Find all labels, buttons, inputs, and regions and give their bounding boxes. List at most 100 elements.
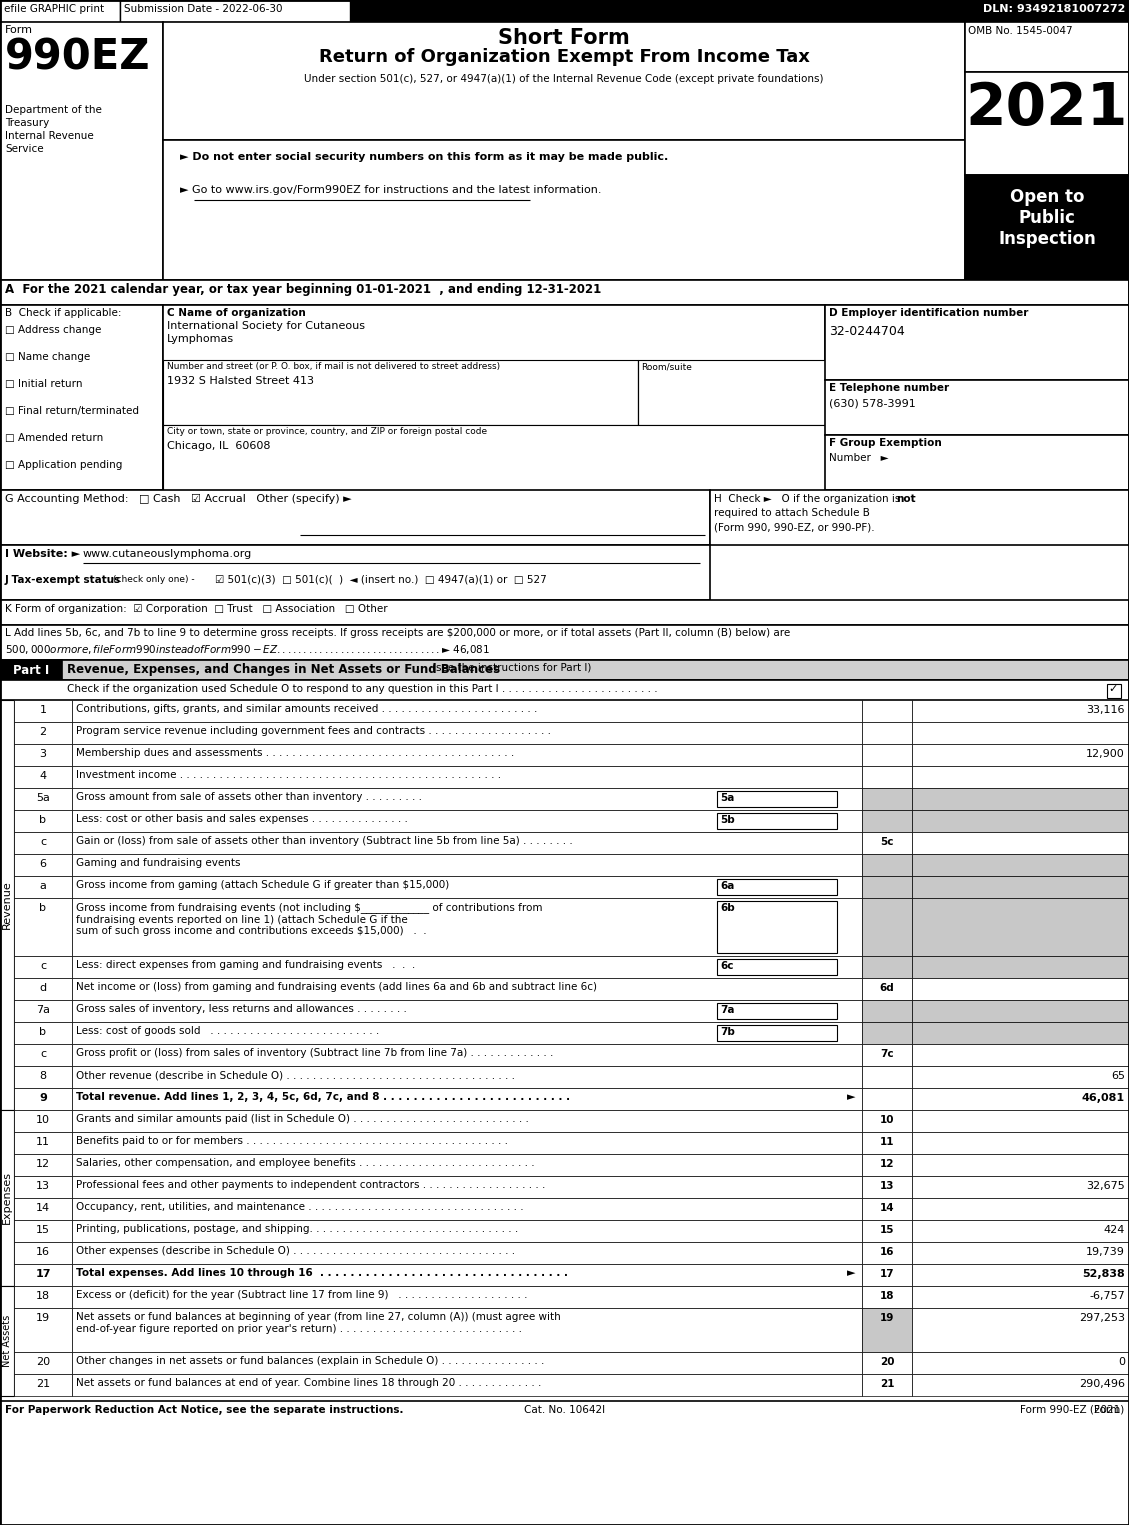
Bar	[825, 305, 1129, 380]
Bar	[14, 1286, 72, 1308]
Text: Gross income from gaming (attach Schedule G if greater than $15,000): Gross income from gaming (attach Schedul…	[76, 880, 449, 891]
Text: Form: Form	[5, 24, 33, 35]
Bar	[72, 854, 863, 875]
Text: (check only one) -: (check only one) -	[113, 575, 194, 584]
Bar	[912, 875, 1129, 898]
Text: Room/suite: Room/suite	[641, 361, 692, 371]
Text: (see the instructions for Part I): (see the instructions for Part I)	[432, 663, 592, 673]
Bar	[912, 1353, 1129, 1374]
Bar	[72, 1374, 863, 1395]
Text: $500,000 or more, file Form 990 instead of Form 990-EZ . . . . . . . . . . . . .: $500,000 or more, file Form 990 instead …	[5, 644, 490, 656]
Bar	[912, 1286, 1129, 1308]
Bar	[912, 1241, 1129, 1264]
Bar	[14, 854, 72, 875]
Text: L Add lines 5b, 6c, and 7b to line 9 to determine gross receipts. If gross recei: L Add lines 5b, 6c, and 7b to line 9 to …	[5, 628, 790, 637]
Bar	[912, 1176, 1129, 1199]
Text: International Society for Cutaneous: International Society for Cutaneous	[167, 320, 365, 331]
Bar	[863, 721, 912, 744]
Bar	[912, 766, 1129, 788]
Bar	[14, 1022, 72, 1045]
Text: □ Application pending: □ Application pending	[5, 461, 122, 470]
Bar	[0, 0, 120, 21]
Bar	[72, 898, 863, 956]
Bar	[0, 281, 1129, 305]
Bar	[72, 978, 863, 1000]
Text: Form 990-EZ (2021): Form 990-EZ (2021)	[1019, 1405, 1124, 1415]
Bar	[72, 1220, 863, 1241]
Text: 11: 11	[879, 1138, 894, 1147]
Text: 14: 14	[879, 1203, 894, 1212]
Bar	[163, 140, 965, 281]
Bar	[0, 700, 14, 1110]
Bar	[72, 833, 863, 854]
Text: 5b: 5b	[720, 814, 735, 825]
Bar	[717, 1003, 837, 1019]
Text: 13: 13	[879, 1180, 894, 1191]
Bar	[912, 854, 1129, 875]
Bar	[72, 1154, 863, 1176]
Bar	[72, 1045, 863, 1066]
Text: 990EZ: 990EZ	[5, 37, 150, 78]
Text: 12: 12	[36, 1159, 50, 1170]
Bar	[0, 660, 1129, 680]
Bar	[912, 1220, 1129, 1241]
Bar	[863, 1045, 912, 1066]
Bar	[72, 788, 863, 810]
Text: G Accounting Method:   □ Cash   ☑ Accrual   Other (specify) ►: G Accounting Method: □ Cash ☑ Accrual Ot…	[5, 494, 351, 505]
Text: efile GRAPHIC print: efile GRAPHIC print	[5, 5, 104, 14]
Text: 15: 15	[36, 1225, 50, 1235]
Bar	[14, 1220, 72, 1241]
Text: Revenue, Expenses, and Changes in Net Assets or Fund Balances: Revenue, Expenses, and Changes in Net As…	[67, 663, 500, 676]
Bar	[163, 21, 965, 140]
Bar	[912, 721, 1129, 744]
Text: 21: 21	[879, 1379, 894, 1389]
Text: Contributions, gifts, grants, and similar amounts received . . . . . . . . . . .: Contributions, gifts, grants, and simila…	[76, 705, 537, 714]
Bar	[912, 956, 1129, 978]
Bar	[0, 21, 163, 281]
Text: 6a: 6a	[720, 881, 734, 891]
Bar	[717, 901, 837, 953]
Text: 10: 10	[36, 1115, 50, 1125]
Text: Check if the organization used Schedule O to respond to any question in this Par: Check if the organization used Schedule …	[67, 685, 657, 694]
Bar	[863, 1199, 912, 1220]
Bar	[72, 721, 863, 744]
Text: Net assets or fund balances at beginning of year (from line 27, column (A)) (mus: Net assets or fund balances at beginning…	[76, 1312, 561, 1333]
Text: 5a: 5a	[36, 793, 50, 804]
Text: Return of Organization Exempt From Income Tax: Return of Organization Exempt From Incom…	[318, 47, 809, 66]
Bar	[863, 875, 912, 898]
Bar	[72, 1087, 863, 1110]
Text: 15: 15	[879, 1225, 894, 1235]
Text: 9: 9	[40, 1093, 47, 1103]
Text: 6: 6	[40, 859, 46, 869]
Text: □ Final return/terminated: □ Final return/terminated	[5, 406, 139, 416]
Text: Gross income from fundraising events (not including $_____________ of contributi: Gross income from fundraising events (no…	[76, 901, 543, 936]
Text: Lymphomas: Lymphomas	[167, 334, 234, 345]
Text: required to attach Schedule B: required to attach Schedule B	[714, 508, 869, 518]
Text: City or town, state or province, country, and ZIP or foreign postal code: City or town, state or province, country…	[167, 427, 487, 436]
Bar	[14, 1241, 72, 1264]
Text: 424: 424	[1104, 1225, 1124, 1235]
Text: I Website: ►: I Website: ►	[5, 549, 84, 560]
Text: 6d: 6d	[879, 984, 894, 993]
Bar	[912, 1154, 1129, 1176]
Text: Number   ►: Number ►	[829, 453, 889, 464]
Bar	[14, 898, 72, 956]
Bar	[912, 1308, 1129, 1353]
Bar	[965, 21, 1129, 72]
Text: □ Initial return: □ Initial return	[5, 380, 82, 389]
Text: DLN: 93492181007272: DLN: 93492181007272	[982, 5, 1124, 14]
Text: Cat. No. 10642I: Cat. No. 10642I	[524, 1405, 605, 1415]
Text: C Name of organization: C Name of organization	[167, 308, 306, 319]
Bar	[14, 833, 72, 854]
Bar	[912, 700, 1129, 721]
Bar	[863, 833, 912, 854]
Bar	[965, 175, 1129, 281]
Text: 18: 18	[36, 1292, 50, 1301]
Bar	[14, 766, 72, 788]
Text: 20: 20	[879, 1357, 894, 1366]
Bar	[863, 700, 912, 721]
Bar	[863, 1220, 912, 1241]
Text: 1932 S Halsted Street 413: 1932 S Halsted Street 413	[167, 377, 314, 386]
Text: Salaries, other compensation, and employee benefits . . . . . . . . . . . . . . : Salaries, other compensation, and employ…	[76, 1157, 535, 1168]
Text: not: not	[896, 494, 916, 503]
